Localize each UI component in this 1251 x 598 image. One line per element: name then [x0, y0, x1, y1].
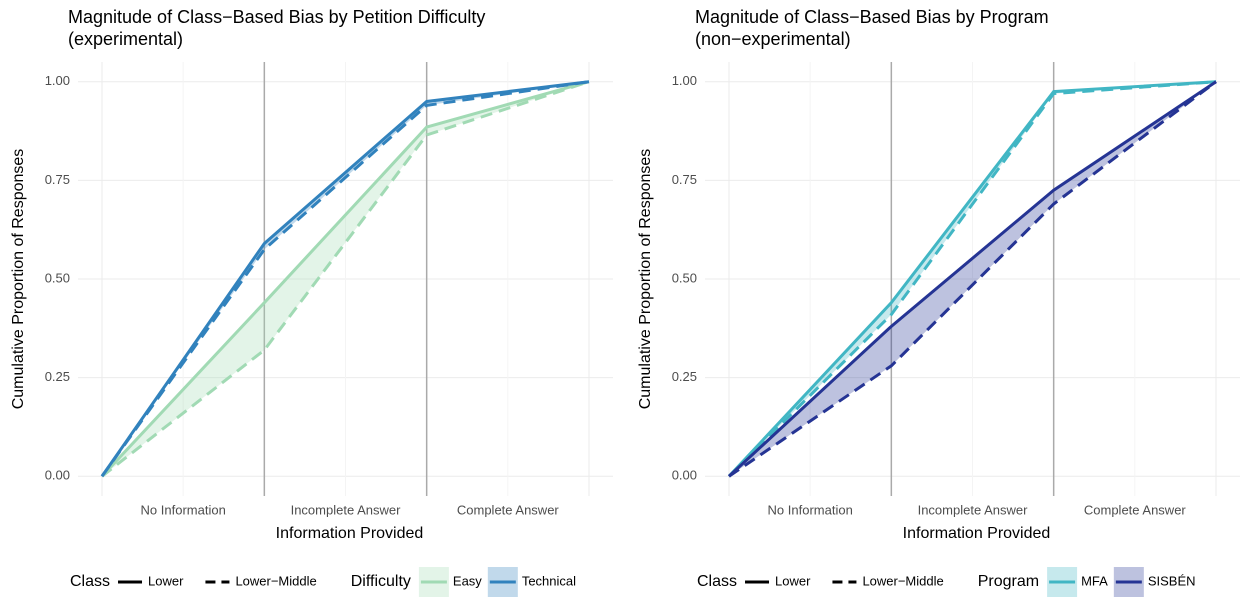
- legend-label: Easy: [453, 573, 482, 588]
- y-tick-label: 1.00: [45, 73, 70, 88]
- x-tick-label: No Information: [768, 502, 853, 517]
- y-tick-label: 0.25: [45, 369, 70, 384]
- chart-title: Magnitude of Class−Based Bias by Program: [695, 7, 1049, 27]
- x-tick-label: Complete Answer: [457, 502, 560, 517]
- x-tick-label: No Information: [141, 502, 226, 517]
- panel: Magnitude of Class−Based Bias by Petitio…: [10, 7, 613, 597]
- y-tick-label: 0.75: [45, 172, 70, 187]
- gap-area: [729, 81, 1216, 477]
- line: [100, 80, 590, 478]
- legend-label: SISBÉN: [1148, 573, 1196, 588]
- line: [101, 80, 590, 478]
- x-axis-title: Information Provided: [903, 525, 1051, 542]
- y-tick-label: 0.50: [672, 270, 697, 285]
- gap-area: [102, 81, 589, 477]
- chart-title: Magnitude of Class−Based Bias by Petitio…: [68, 7, 485, 27]
- legend-label: Lower−Middle: [862, 573, 943, 588]
- y-tick-label: 0.75: [672, 172, 697, 187]
- line: [727, 80, 1217, 478]
- legend-label: Lower: [775, 573, 811, 588]
- x-tick-label: Complete Answer: [1084, 502, 1187, 517]
- line: [100, 80, 590, 478]
- line: [727, 80, 1217, 478]
- legend-title: Class: [697, 573, 737, 590]
- legend-title: Program: [978, 573, 1039, 590]
- x-axis-title: Information Provided: [276, 525, 424, 542]
- line: [100, 80, 590, 478]
- chart-title: (non−experimental): [695, 29, 851, 49]
- legend-title: Class: [70, 573, 110, 590]
- y-tick-label: 1.00: [672, 73, 697, 88]
- legend-label: Lower−Middle: [235, 573, 316, 588]
- legend-title: Difficulty: [351, 573, 411, 590]
- line: [728, 80, 1217, 478]
- y-tick-label: 0.25: [672, 369, 697, 384]
- y-tick-label: 0.00: [672, 468, 697, 483]
- y-tick-label: 0.50: [45, 270, 70, 285]
- y-axis-title: Cumulative Proportion of Responses: [637, 149, 654, 410]
- panel: Magnitude of Class−Based Bias by Program…: [637, 7, 1240, 597]
- legend-label: Lower: [148, 573, 184, 588]
- line: [727, 80, 1217, 478]
- x-tick-label: Incomplete Answer: [291, 502, 402, 517]
- chart-title: (experimental): [68, 29, 183, 49]
- legend-label: Technical: [522, 573, 576, 588]
- legend-label: MFA: [1081, 573, 1108, 588]
- x-tick-label: Incomplete Answer: [918, 502, 1029, 517]
- y-tick-label: 0.00: [45, 468, 70, 483]
- y-axis-title: Cumulative Proportion of Responses: [10, 149, 27, 410]
